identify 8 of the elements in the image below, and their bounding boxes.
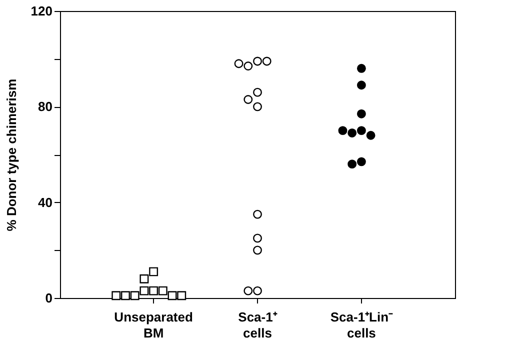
x-tick-label: Sca-1⁺Lin⁻ cells (330, 310, 394, 340)
y-tick-label: 40 (38, 194, 52, 210)
y-tick-label: 120 (30, 4, 52, 18)
y-tick-label: 80 (38, 99, 52, 114)
x-tick-label: Sca-1⁺ cells (238, 310, 278, 340)
y-tick-label: 0 (45, 290, 52, 306)
y-axis-title: % Donor type chimerism (4, 78, 19, 232)
x-tick-label: Unseparated BM (114, 310, 193, 340)
